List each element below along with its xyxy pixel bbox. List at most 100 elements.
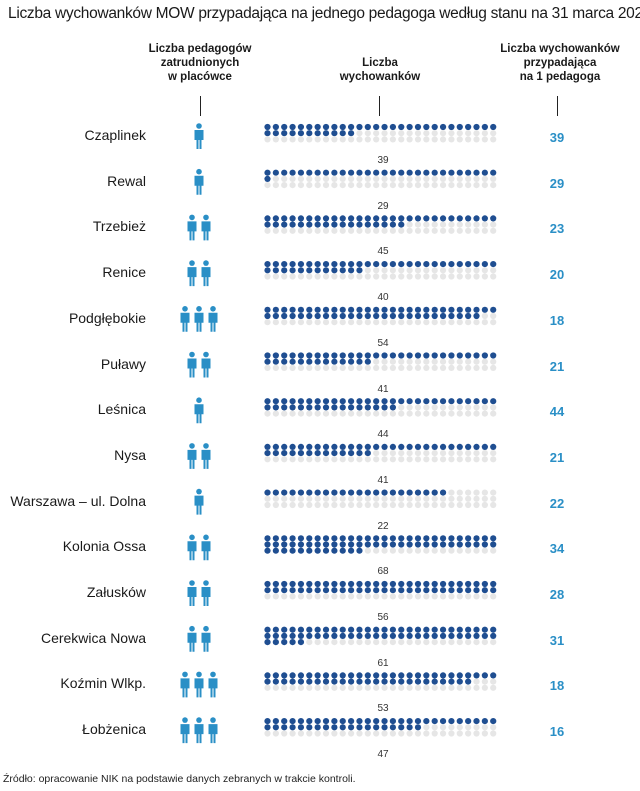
empty-dot (465, 358, 472, 365)
student-dot (331, 306, 338, 313)
empty-dot (481, 136, 488, 143)
student-dot (306, 404, 313, 411)
student-dot (272, 352, 279, 359)
student-dot (414, 541, 422, 548)
empty-dot (423, 639, 430, 646)
student-dot (431, 718, 438, 725)
student-dot (322, 404, 330, 411)
student-dot (322, 632, 330, 640)
student-dot (339, 169, 346, 176)
student-dot (381, 672, 388, 679)
empty-dot (490, 495, 497, 502)
student-dot (448, 541, 455, 548)
empty-dot (481, 730, 488, 737)
empty-dot (314, 501, 321, 509)
empty-dot (322, 593, 330, 600)
student-dot (389, 626, 396, 633)
empty-dot (331, 639, 338, 646)
empty-dot (373, 273, 380, 280)
empty-dot (490, 221, 497, 228)
empty-dot (364, 273, 371, 280)
empty-dot (339, 456, 346, 463)
student-dot (348, 489, 355, 496)
student-dot (339, 352, 346, 359)
empty-dot (431, 495, 438, 502)
student-dot (322, 724, 330, 731)
student-dot (431, 306, 438, 313)
student-dot (322, 587, 330, 594)
student-dot (322, 678, 330, 685)
student-dot (439, 632, 447, 640)
student-dot (456, 718, 463, 725)
student-dot (406, 123, 413, 131)
person-icon (194, 488, 204, 515)
student-dot (364, 404, 371, 411)
empty-dot (322, 227, 330, 234)
empty-dot (373, 227, 380, 234)
student-dot (373, 724, 380, 731)
empty-dot (398, 639, 405, 646)
empty-dot (465, 136, 472, 143)
student-dot (364, 215, 371, 222)
empty-dot (281, 182, 288, 189)
empty-dot (289, 175, 296, 182)
empty-dot (490, 136, 497, 143)
student-dot (264, 404, 271, 411)
student-dot (272, 169, 279, 176)
student-dot (272, 580, 279, 588)
student-dot (348, 358, 355, 365)
student-dot (306, 130, 313, 137)
header-ratio-line: na 1 pedagoga (519, 71, 601, 83)
student-dot (398, 215, 405, 222)
empty-dot (373, 182, 380, 189)
student-dot (264, 215, 271, 222)
student-dot (423, 632, 430, 640)
empty-dot (423, 136, 430, 143)
empty-dot (448, 730, 455, 737)
empty-dot (264, 273, 271, 280)
empty-dot (456, 221, 463, 228)
empty-dot (364, 130, 371, 137)
empty-dot (356, 456, 363, 463)
empty-dot (456, 404, 463, 411)
student-dot (448, 580, 455, 588)
empty-dot (356, 495, 363, 502)
empty-dot (364, 501, 371, 509)
student-dot (356, 580, 363, 588)
student-dot (297, 312, 305, 320)
empty-dot (339, 495, 346, 502)
student-dot (306, 587, 313, 594)
student-dot (281, 261, 288, 268)
student-dot (348, 535, 355, 542)
student-dot (331, 489, 338, 496)
empty-dot (381, 684, 388, 691)
empty-dot (423, 684, 430, 691)
student-dot (414, 352, 422, 359)
student-dot (423, 169, 430, 176)
empty-dot (272, 684, 279, 691)
empty-dot (389, 182, 396, 189)
empty-dot (481, 547, 488, 554)
empty-dot (414, 501, 422, 509)
student-dot (398, 261, 405, 268)
student-dot (473, 123, 480, 131)
empty-dot (439, 130, 447, 137)
row-label: Czaplinek (84, 127, 146, 143)
student-dot (272, 535, 279, 542)
empty-dot (364, 319, 371, 326)
student-dot (264, 489, 271, 496)
empty-dot (481, 678, 488, 685)
row-label: Rewal (107, 172, 146, 189)
student-dot (297, 130, 305, 137)
empty-dot (398, 593, 405, 600)
empty-dot (373, 501, 380, 509)
chart-title: Liczba wychowanków MOW przypadająca na j… (8, 5, 640, 22)
empty-dot (264, 319, 271, 326)
empty-dot (473, 547, 480, 554)
empty-dot (297, 182, 305, 189)
student-dot (406, 626, 413, 633)
student-dot (381, 724, 388, 731)
empty-dot (481, 182, 488, 189)
empty-dot (406, 182, 413, 189)
student-dot (356, 306, 363, 313)
